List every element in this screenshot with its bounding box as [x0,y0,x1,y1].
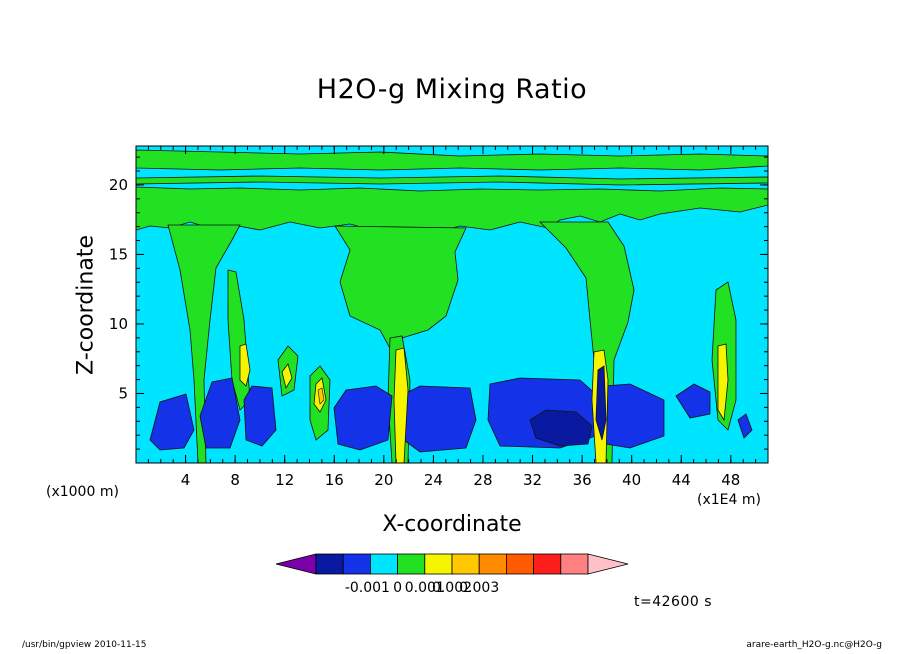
upper-positive-layer [136,186,768,235]
colorbar-under-triangle [275,553,317,575]
x-tick-label: 32 [523,471,542,489]
neg-cell-5 [403,385,477,453]
y-tick-label: 20 [109,176,128,194]
y-axis-label: Z-coordinate [73,235,99,375]
colorbar-swatch [315,553,344,575]
colorbar-swatch [397,553,426,575]
colorbar-swatch [342,553,371,575]
footer-right: arare-earth_H2O-g.nc@H2O-g [746,640,882,650]
x-unit-note: (x1E4 m) [697,492,761,508]
y-tick-label: 5 [118,384,128,402]
neg-cell-1 [149,393,195,451]
neg-cell-2 [199,377,241,449]
y-unit-note: (x1000 m) [46,484,119,500]
x-tick-label: 16 [325,471,344,489]
x-tick-label: 44 [672,471,691,489]
yellow-x21 [393,347,409,463]
neg-cell-9 [737,413,753,439]
y-tick-label: 15 [109,245,128,263]
footer-left: /usr/bin/gpview 2010-11-15 [22,640,147,650]
orange-x15 [317,387,325,405]
upper-positive-band [136,149,768,171]
x-axis-label: X-coordinate [382,512,522,537]
plot-title: H2O-g Mixing Ratio [316,74,588,105]
x-tick-label: 20 [374,471,393,489]
colorbar-swatch [533,553,562,575]
colorbar-tick-label: 0.001 [405,580,445,596]
plot-frame [135,145,769,464]
colorbar-tick-label: 0.002 [432,580,472,596]
colorbar-tick-label: -0.001 [345,580,390,596]
yellow-x48 [717,343,729,422]
colorbar-over-triangle [587,553,629,575]
x-tick-label: 12 [275,471,294,489]
colorbar-swatch [369,553,398,575]
upper-positive-streak [136,175,768,186]
colorbar-swatch [424,553,453,575]
colorbar-swatch [560,553,589,575]
neg-cell-4 [333,385,393,451]
y-tick-label: 10 [109,315,128,333]
colorbar [275,553,629,575]
colorbar-swatch [451,553,480,575]
x-tick-label: 8 [230,471,240,489]
colorbar-tick-label: 0.003 [459,580,499,596]
neg-cell-3 [243,385,277,447]
dark-core-x37 [595,365,607,441]
x-tick-label: 28 [473,471,492,489]
axis-ticks [135,146,769,464]
colorbar-swatch [478,553,507,575]
deep-negative-core [529,409,593,447]
x-tick-label: 24 [424,471,443,489]
x-tick-label: 4 [181,471,191,489]
neg-cell-8 [675,383,711,419]
time-label: t=42600 s [634,594,712,610]
yellow-x8 [239,343,251,387]
colorbar-tick-label: 0 [393,580,402,596]
x-tick-label: 40 [622,471,641,489]
x-tick-label: 48 [721,471,740,489]
yellow-x12 [281,363,293,390]
x-tick-label: 36 [573,471,592,489]
colorbar-swatch [505,553,534,575]
